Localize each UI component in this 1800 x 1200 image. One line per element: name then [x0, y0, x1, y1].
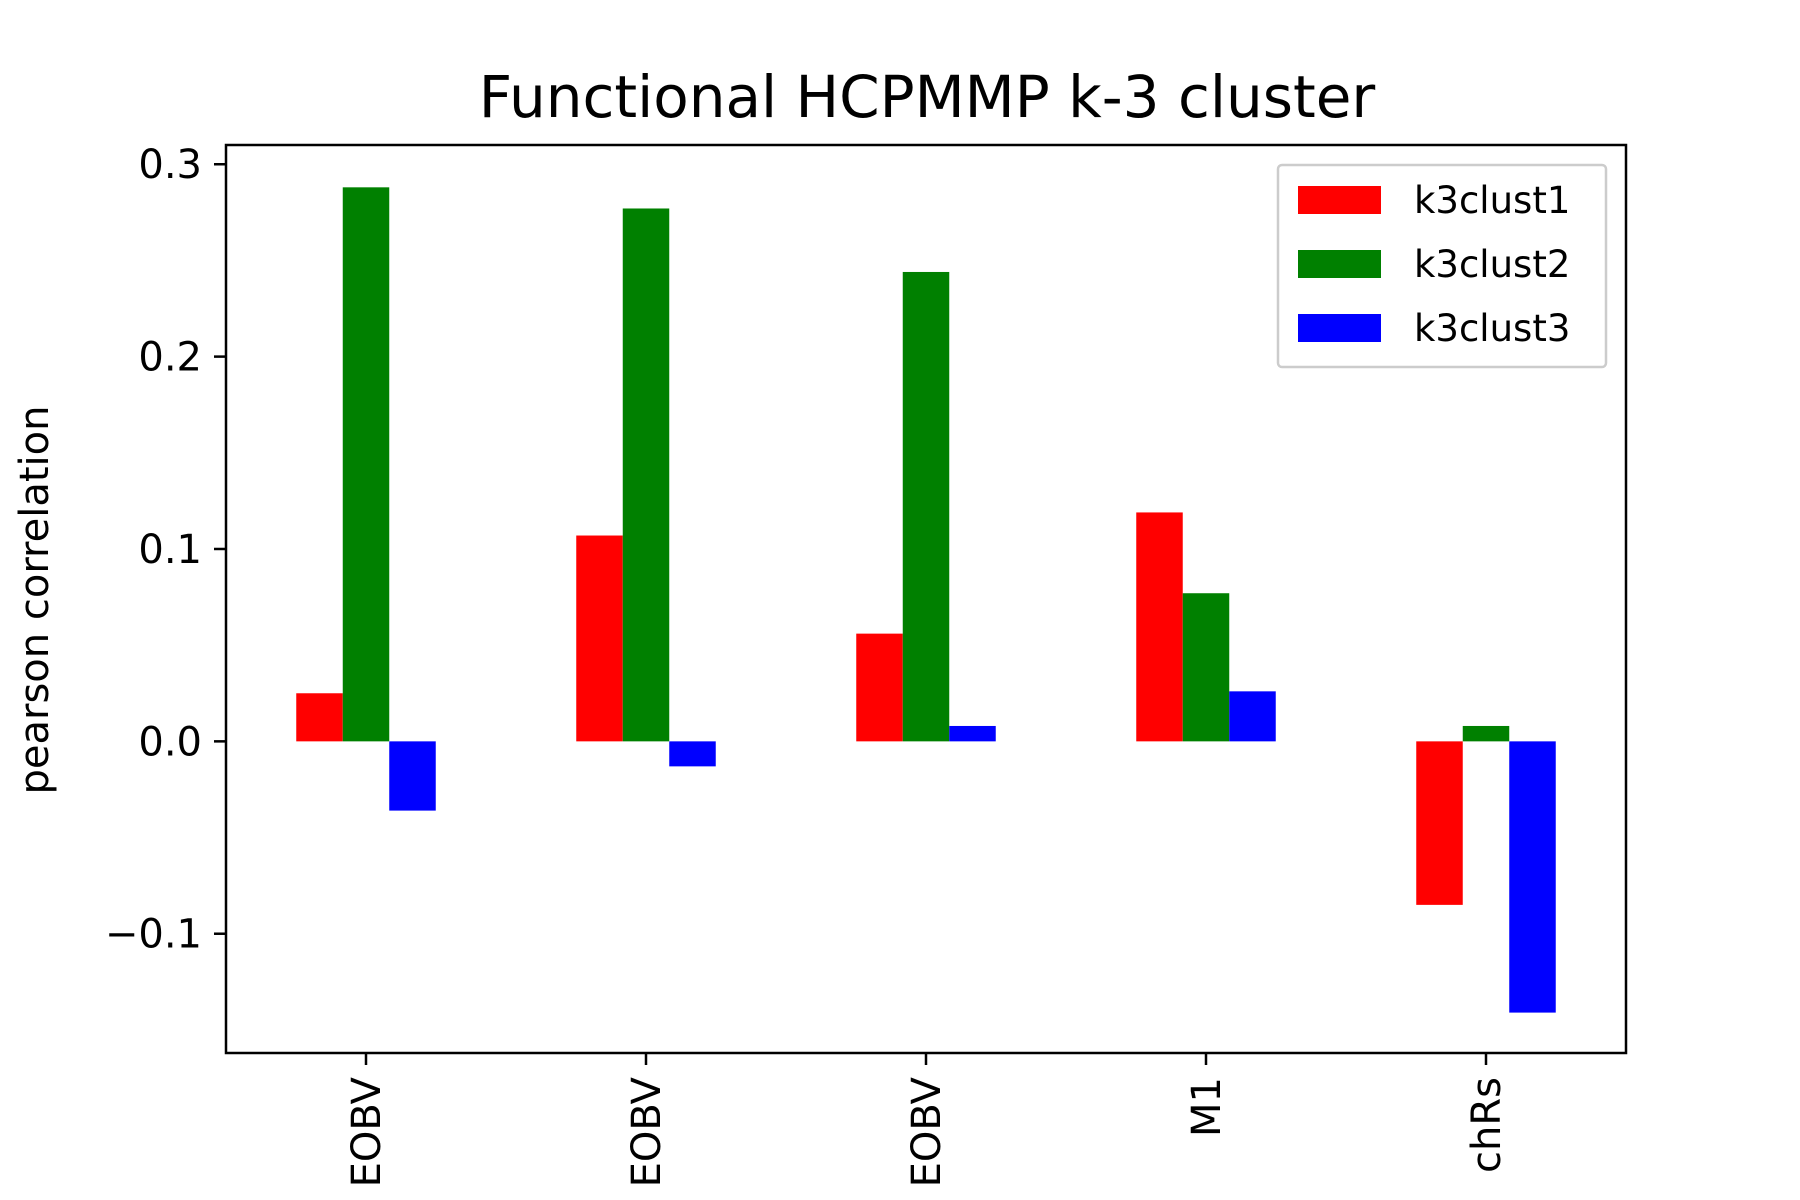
bar-k3clust1-0: [296, 693, 343, 742]
bar-k3clust2-2: [902, 271, 950, 742]
legend-swatch-k3clust3: [1298, 314, 1381, 342]
bars-layer: [296, 187, 1556, 1013]
legend: k3clust1 k3clust2 k3clust3: [1276, 163, 1608, 369]
bar-k3clust1-4: [1416, 741, 1463, 905]
bar-k3clust2-3: [1182, 593, 1230, 742]
bar-k3clust2-0: [342, 187, 390, 742]
bar-k3clust2-1: [622, 208, 670, 742]
legend-swatch-k3clust2: [1298, 250, 1381, 278]
legend-label-k3clust2: k3clust2: [1414, 243, 1570, 286]
bar-k3clust1-2: [856, 633, 903, 742]
bar-k3clust1-1: [576, 535, 623, 742]
x-tick-label: EOBV: [624, 1076, 670, 1187]
y-axis: −0.1 0.0 0.1 0.2 0.3: [105, 142, 226, 958]
x-tick-label: EOBV: [344, 1076, 390, 1187]
y-tick-label: 0.2: [138, 335, 202, 381]
legend-swatch-k3clust1: [1298, 186, 1381, 214]
chart-title: Functional HCPMMP k-3 cluster: [479, 63, 1376, 131]
y-tick-label: 0.3: [138, 142, 202, 188]
y-tick-label: 0.1: [138, 527, 202, 573]
x-axis: EOBV EOBV EOBV M1 chRs: [344, 1053, 1510, 1187]
legend-label-k3clust3: k3clust3: [1414, 307, 1570, 350]
bar-k3clust3-4: [1509, 741, 1556, 1013]
bar-k3clust1-3: [1136, 512, 1183, 742]
bar-k3clust3-0: [389, 741, 436, 811]
bar-k3clust2-4: [1462, 725, 1510, 742]
bar-k3clust3-1: [669, 741, 716, 767]
y-tick-label: 0.0: [138, 719, 202, 765]
y-axis-label: pearson correlation: [12, 406, 58, 795]
bar-k3clust3-3: [1229, 691, 1276, 742]
bar-k3clust3-2: [949, 725, 996, 742]
x-tick-label: M1: [1184, 1077, 1230, 1137]
x-tick-label: chRs: [1464, 1077, 1510, 1173]
legend-label-k3clust1: k3clust1: [1414, 179, 1570, 222]
x-tick-label: EOBV: [904, 1076, 950, 1187]
y-tick-label: −0.1: [105, 912, 202, 958]
